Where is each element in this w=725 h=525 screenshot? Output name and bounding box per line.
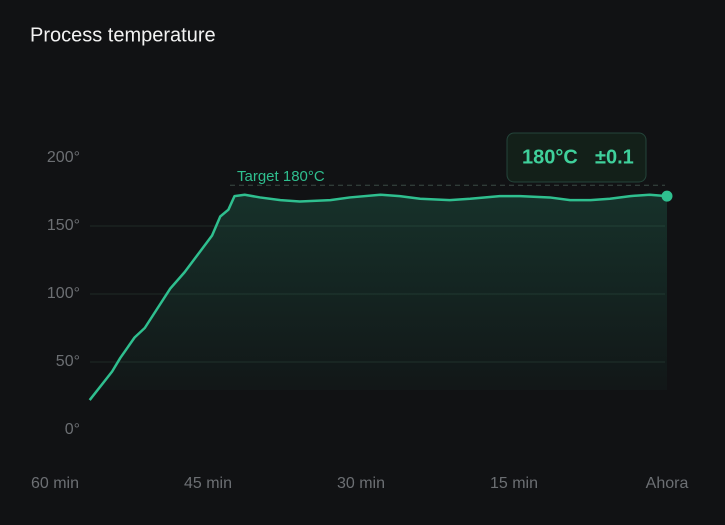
target-label: Target 180°C — [237, 168, 325, 185]
chart-title: Process temperature — [30, 24, 216, 46]
y-tick-label: 50° — [56, 353, 80, 370]
y-tick-label: 0° — [65, 421, 80, 438]
area-fill — [89, 194, 668, 401]
x-tick-label: 45 min — [184, 475, 232, 492]
end-point — [661, 190, 673, 202]
y-tick-label: 200° — [47, 149, 80, 166]
badge-tolerance: ±0.1 — [595, 146, 634, 168]
x-tick-label: Ahora — [646, 475, 689, 492]
x-tick-label: 15 min — [490, 475, 538, 492]
y-tick-label: 150° — [47, 217, 80, 234]
badge-box — [506, 132, 647, 183]
badge-value: 180°C — [522, 146, 578, 168]
y-tick-label: 100° — [47, 285, 80, 302]
line — [88, 193, 668, 401]
x-tick-label: 30 min — [337, 475, 385, 492]
x-tick-label: 60 min — [31, 475, 79, 492]
